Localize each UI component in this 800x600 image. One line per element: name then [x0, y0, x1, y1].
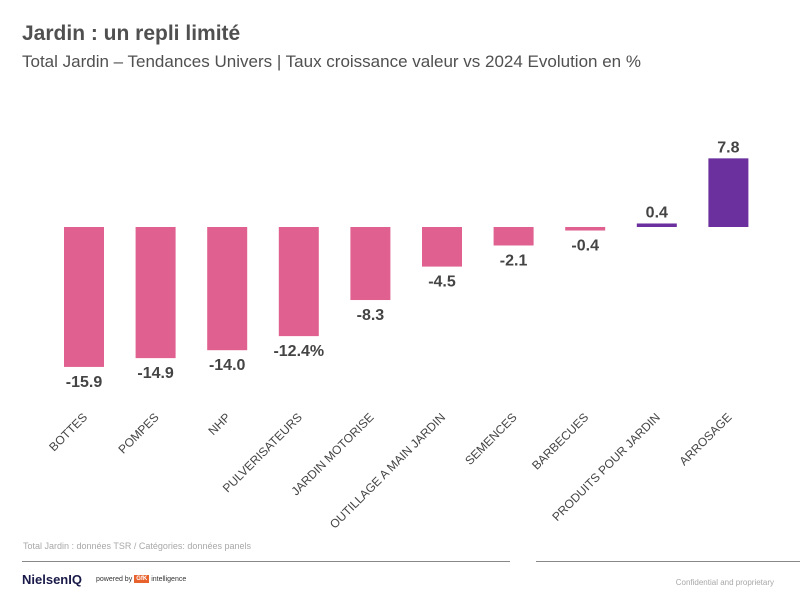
page-title: Jardin : un repli limité	[22, 22, 241, 45]
category-label: PULVERISATEURS	[220, 410, 305, 495]
category-label: BARBECUES	[529, 410, 591, 472]
data-label: -14.0	[209, 357, 246, 374]
confidential-note: Confidential and proprietary	[675, 578, 774, 587]
source-note: Total Jardin : données TSR / Catégories:…	[23, 541, 251, 551]
footer-divider	[22, 561, 510, 562]
data-label: 0.4	[646, 204, 668, 221]
powered-by: powered by GfK intelligence	[96, 575, 186, 583]
bar	[708, 158, 749, 227]
page-subtitle: Total Jardin – Tendances Univers | Taux …	[22, 52, 641, 71]
gfk-logo: GfK	[134, 575, 150, 583]
data-label: -12.4%	[273, 343, 324, 360]
data-label: 7.8	[717, 139, 739, 156]
bar	[207, 227, 248, 351]
data-label: -8.3	[357, 307, 385, 324]
category-label: POMPES	[116, 410, 162, 456]
bar	[493, 227, 534, 246]
category-label: BOTTES	[46, 410, 90, 454]
data-label: -4.5	[428, 274, 456, 291]
bar	[422, 227, 462, 267]
category-label: SEMENCES	[462, 410, 520, 468]
data-label: -14.9	[137, 365, 174, 382]
bar	[350, 227, 391, 301]
bar	[278, 227, 319, 337]
data-label: -2.1	[500, 252, 528, 269]
powered-by-text: powered by	[96, 575, 133, 583]
category-label: NHP	[206, 410, 234, 438]
bar-chart: -15.9 BOTTES -14.9 POMPES -14.0 NHP -12.4% PULV…	[46, 139, 749, 531]
category-label: ARROSAGE	[677, 410, 735, 468]
bar	[64, 227, 104, 367]
bar	[636, 223, 677, 227]
nielseniq-logo: NielsenIQ	[22, 572, 82, 587]
category-label: OUTILLAGE A MAIN JARDIN	[327, 410, 448, 531]
intelligence-text: intelligence	[151, 575, 187, 583]
data-label: -0.4	[571, 238, 599, 255]
footer-divider	[536, 561, 800, 562]
data-label: -15.9	[66, 374, 103, 391]
bar	[135, 227, 176, 359]
bar	[565, 227, 606, 231]
